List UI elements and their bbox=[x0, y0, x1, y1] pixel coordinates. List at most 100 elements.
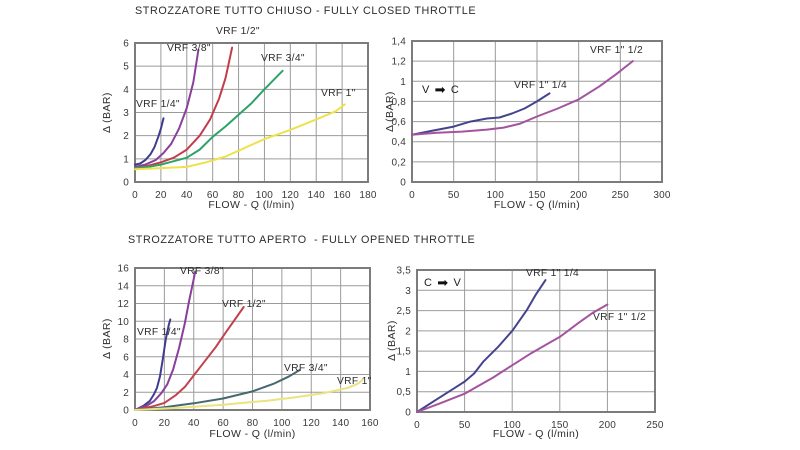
curve-VRF 1" bbox=[134, 103, 346, 171]
x-tick-label: 100 bbox=[256, 190, 274, 201]
annotation-to: C bbox=[450, 83, 460, 96]
title-fully-closed: STROZZATORE TUTTO CHIUSO - FULLY CLOSED … bbox=[135, 5, 477, 17]
x-tick-label: 100 bbox=[487, 190, 505, 201]
curve-label-vrf-1: VRF 1" bbox=[337, 376, 372, 387]
y-tick-label: 6 bbox=[123, 39, 129, 50]
plot-border bbox=[134, 42, 369, 183]
x-tick-label: 250 bbox=[646, 420, 664, 431]
y-tick-label: 8 bbox=[123, 335, 129, 346]
y-tick-label: 1,2 bbox=[391, 57, 406, 68]
x-axis-label: FLOW - Q (l/min) bbox=[493, 199, 581, 211]
y-tick-label: 1 bbox=[123, 154, 129, 165]
right-arrow-icon: ➡ bbox=[437, 275, 449, 290]
curve-label-vrf-1-1-4: VRF 1" 1/4 bbox=[514, 80, 568, 91]
y-tick-label: 1 bbox=[400, 77, 406, 88]
curve-label-vrf-3-8: VRF 3/8" bbox=[180, 266, 224, 277]
x-tick-label: 200 bbox=[570, 190, 588, 201]
y-tick-label: 16 bbox=[117, 264, 129, 275]
y-axis-label: Δ (BAR) bbox=[101, 92, 113, 133]
x-tick-label: 160 bbox=[361, 418, 379, 429]
y-tick-label: 0,8 bbox=[391, 97, 406, 108]
curve-VRF 1/4" bbox=[134, 318, 172, 411]
curve-label-vrf-1-2: VRF 1/2" bbox=[222, 299, 266, 310]
x-tick-label: 50 bbox=[448, 190, 460, 201]
x-tick-label: 160 bbox=[333, 190, 351, 201]
curve-VRF 1" 1/2 bbox=[411, 60, 634, 136]
y-tick-label: 2 bbox=[123, 388, 129, 399]
y-tick-label: 0 bbox=[400, 178, 406, 189]
x-tick-label: 300 bbox=[653, 190, 671, 201]
curve-label-vrf-1: VRF 1" bbox=[321, 88, 356, 99]
y-tick-label: 1 bbox=[405, 367, 411, 378]
y-axis-label: Δ (BAR) bbox=[384, 91, 396, 132]
y-tick-label: 2 bbox=[123, 131, 129, 142]
chart-closed-small-valves: 0 20 40 60 80 100 120 140 160 180 0 1 2 3 4 5 6 bbox=[123, 39, 376, 202]
annotation-from: C bbox=[424, 276, 433, 289]
plot-border bbox=[416, 269, 656, 413]
curve-label-vrf-1-1-2: VRF 1" 1/2 bbox=[593, 312, 647, 323]
curve-label-vrf-1-4: VRF 1/4" bbox=[136, 99, 180, 110]
curve-VRF 1" 1/2 bbox=[416, 303, 609, 413]
annotation-to: V bbox=[453, 276, 462, 289]
curve-VRF 3/4" bbox=[134, 69, 284, 170]
y-tick-label: 5 bbox=[123, 62, 129, 73]
y-tick-label: 3 bbox=[123, 108, 129, 119]
curve-label-vrf-3-8: VRF 3/8" bbox=[167, 43, 211, 54]
curve-label-vrf-3-4: VRF 3/4" bbox=[284, 363, 328, 374]
y-tick-label: 0,5 bbox=[396, 387, 411, 398]
chart-closed-large-valves: 0 50 100 150 200 250 300 0 0,2 0,4 0,6 0,8 1 1,2 1,4 bbox=[391, 37, 671, 202]
curve-label-vrf-1-1-2: VRF 1" 1/2 bbox=[590, 45, 644, 56]
annotation-from: V bbox=[422, 83, 430, 96]
x-tick-label: 250 bbox=[612, 190, 630, 201]
y-tick-label: 3,5 bbox=[396, 266, 411, 277]
x-tick-label: 0 bbox=[132, 190, 138, 201]
x-tick-label: 150 bbox=[528, 190, 546, 201]
y-tick-label: 6 bbox=[123, 352, 129, 363]
x-tick-label: 20 bbox=[159, 418, 171, 429]
x-tick-label: 120 bbox=[282, 190, 300, 201]
x-tick-label: 0 bbox=[132, 418, 138, 429]
x-tick-label: 40 bbox=[188, 418, 200, 429]
y-tick-label: 2,5 bbox=[396, 306, 411, 317]
x-axis-label: FLOW - Q (l/min) bbox=[209, 428, 296, 440]
curve-VRF 3/4" bbox=[134, 369, 301, 411]
y-tick-label: 2 bbox=[405, 326, 411, 337]
x-tick-label: 100 bbox=[273, 418, 291, 429]
x-tick-label: 100 bbox=[504, 420, 522, 431]
x-tick-label: 60 bbox=[217, 418, 229, 429]
x-tick-label: 40 bbox=[181, 190, 193, 201]
x-tick-label: 120 bbox=[303, 418, 321, 429]
y-tick-label: 1,5 bbox=[396, 347, 411, 358]
x-tick-label: 80 bbox=[247, 418, 259, 429]
flow-direction-annotation: C ➡ V bbox=[424, 276, 461, 289]
title-fully-opened: STROZZATORE TUTTO APERTO - FULLY OPENED … bbox=[128, 234, 476, 246]
curve-VRF 1/4" bbox=[134, 117, 165, 166]
x-tick-label: 60 bbox=[207, 190, 219, 201]
plot-border bbox=[134, 267, 371, 411]
y-tick-label: 0 bbox=[123, 406, 129, 417]
y-tick-label: 10 bbox=[117, 317, 129, 328]
x-tick-label: 80 bbox=[233, 190, 245, 201]
x-tick-label: 0 bbox=[409, 190, 415, 201]
x-tick-label: 150 bbox=[551, 420, 569, 431]
curve-label-vrf-3-4: VRF 3/4" bbox=[261, 53, 305, 64]
curve-label-vrf-1-4: VRF 1/4" bbox=[137, 327, 181, 338]
curve-VRF 1" 1/4 bbox=[411, 92, 551, 136]
x-tick-label: 200 bbox=[599, 420, 617, 431]
curve-label-vrf-1-2: VRF 1/2" bbox=[216, 26, 260, 37]
chart-opened-small-valves: 0 20 40 60 80 100 120 140 160 0 2 4 6 8 10 12 14 16 bbox=[117, 264, 379, 430]
curve-VRF 3/8" bbox=[134, 48, 200, 168]
plot-border bbox=[411, 40, 663, 183]
curve-VRF 3/8" bbox=[134, 270, 197, 411]
curve-VRF 1" bbox=[134, 378, 364, 411]
y-tick-label: 12 bbox=[117, 299, 129, 310]
x-tick-label: 50 bbox=[459, 420, 471, 431]
y-tick-label: 0 bbox=[405, 408, 411, 419]
y-tick-label: 0,6 bbox=[391, 117, 406, 128]
chart-opened-large-valves: 0 50 100 150 200 250 0 0,5 1 1,5 2 2,5 3 3,5 bbox=[396, 266, 664, 432]
y-tick-label: 14 bbox=[117, 281, 129, 292]
x-axis-label: FLOW - Q (l/min) bbox=[492, 428, 580, 440]
y-tick-label: 1,4 bbox=[391, 37, 406, 48]
curve-VRF 1" 1/4 bbox=[416, 279, 547, 413]
